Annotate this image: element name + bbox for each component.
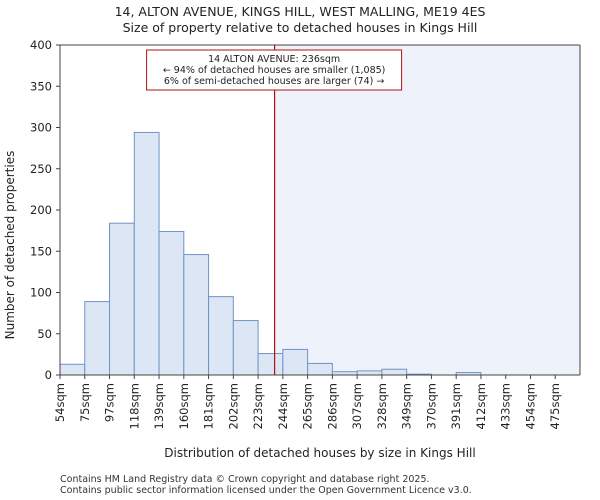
annotation-line-2: ← 94% of detached houses are smaller (1,… xyxy=(163,65,386,76)
x-tick-label-97sqm: 97sqm xyxy=(103,383,117,422)
x-tick-label-181sqm: 181sqm xyxy=(202,383,216,429)
y-tick-label-400: 400 xyxy=(30,38,52,52)
x-tick-label-54sqm: 54sqm xyxy=(53,383,67,422)
bar-244sqm xyxy=(282,348,309,376)
y-tick-label-200: 200 xyxy=(30,203,52,217)
x-tick-label-391sqm: 391sqm xyxy=(449,383,463,429)
annotation-line-3: 6% of semi-detached houses are larger (7… xyxy=(164,76,384,87)
annotation-line-1: 14 ALTON AVENUE: 236sqm xyxy=(208,54,340,65)
annotation-box xyxy=(146,49,403,91)
y-tick-label-150: 150 xyxy=(30,244,52,258)
x-tick-label-202sqm: 202sqm xyxy=(226,383,240,429)
bar-118sqm xyxy=(133,131,160,376)
bar-160sqm xyxy=(183,254,210,376)
plot-area: 0 50 100 150 200 250 300 350 400 54sqm 75sqm 97sqm 1… xyxy=(30,38,581,429)
x-tick-label-286sqm: 286sqm xyxy=(325,383,339,429)
y-axis-label: Number of detached properties xyxy=(3,151,17,340)
x-tick-label-475sqm: 475sqm xyxy=(548,383,562,429)
x-tick-label-412sqm: 412sqm xyxy=(474,383,488,429)
x-tick-label-223sqm: 223sqm xyxy=(251,383,265,429)
bar-139sqm xyxy=(158,230,185,376)
x-tick-label-75sqm: 75sqm xyxy=(78,383,92,422)
chart-svg: 14, ALTON AVENUE, KINGS HILL, WEST MALLI… xyxy=(3,4,581,460)
bar-97sqm xyxy=(109,222,135,376)
y-tick-label-100: 100 xyxy=(30,286,52,300)
highlight-region xyxy=(274,45,580,375)
bar-307sqm xyxy=(356,370,383,376)
y-tick-label-300: 300 xyxy=(30,121,52,135)
x-tick-label-139sqm: 139sqm xyxy=(152,383,166,429)
bar-223sqm xyxy=(257,353,284,376)
y-tick-label-250: 250 xyxy=(30,162,52,176)
x-axis-label: Distribution of detached houses by size … xyxy=(164,446,475,460)
bar-54sqm xyxy=(59,363,86,376)
bar-328sqm xyxy=(381,368,408,376)
footer-line-2: Contains public sector information licen… xyxy=(60,485,472,496)
x-tick-label-244sqm: 244sqm xyxy=(276,383,290,429)
x-tick-label-349sqm: 349sqm xyxy=(400,383,414,429)
chart-subtitle: Size of property relative to detached ho… xyxy=(123,20,478,35)
x-tick-label-118sqm: 118sqm xyxy=(127,383,141,429)
x-tick-label-160sqm: 160sqm xyxy=(177,383,191,429)
x-tick-label-328sqm: 328sqm xyxy=(375,383,389,429)
y-tick-label-0: 0 xyxy=(45,368,52,382)
x-tick-label-307sqm: 307sqm xyxy=(350,383,364,429)
x-tick-label-370sqm: 370sqm xyxy=(424,383,438,429)
bar-265sqm xyxy=(307,362,333,376)
x-tick-label-454sqm: 454sqm xyxy=(523,383,537,429)
bar-181sqm xyxy=(208,296,234,376)
y-tick-label-350: 350 xyxy=(30,79,52,93)
footer-line-1: Contains HM Land Registry data © Crown c… xyxy=(60,474,430,485)
x-tick-label-433sqm: 433sqm xyxy=(499,383,513,429)
bar-202sqm xyxy=(232,320,259,376)
bar-75sqm xyxy=(84,301,111,376)
y-tick-label-50: 50 xyxy=(37,327,52,341)
chart-title: 14, ALTON AVENUE, KINGS HILL, WEST MALLI… xyxy=(115,4,486,19)
x-tick-label-265sqm: 265sqm xyxy=(301,383,315,429)
